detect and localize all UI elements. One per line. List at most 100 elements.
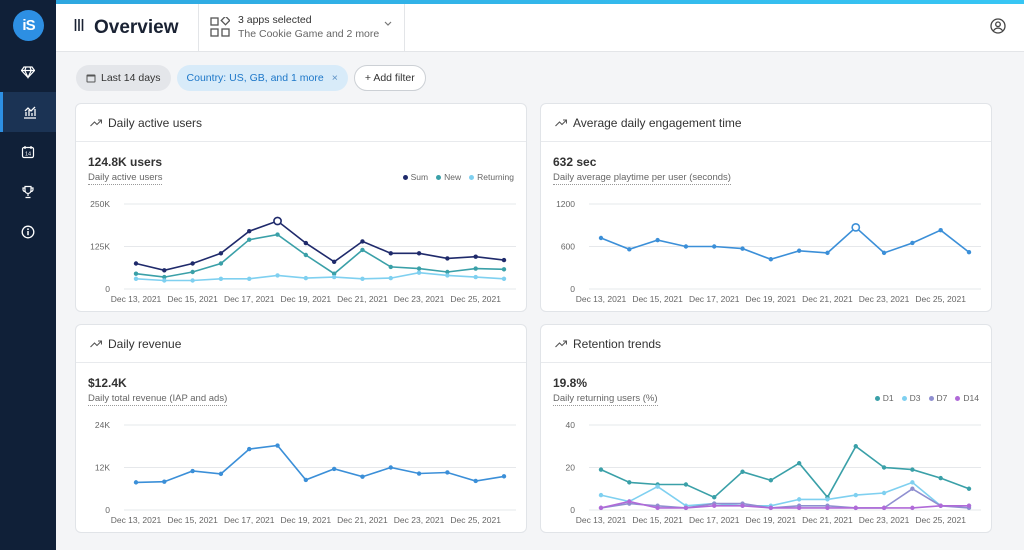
data-point <box>218 276 224 281</box>
apps-grid-icon <box>210 17 230 37</box>
legend-label: D3 <box>909 393 921 403</box>
data-point <box>218 471 224 477</box>
card-title: Daily active users <box>108 115 203 130</box>
data-point <box>740 246 745 251</box>
legend-dot <box>928 395 934 401</box>
data-point <box>501 276 507 281</box>
legend-dot <box>874 395 880 401</box>
header-divider <box>198 4 199 51</box>
x-tick-label: Dec 19, 2021 <box>746 515 797 525</box>
legend-item[interactable]: Sum <box>402 172 428 182</box>
legend-item[interactable]: D14 <box>955 393 979 403</box>
metric-value: 632 sec <box>553 155 597 169</box>
data-point <box>910 486 915 491</box>
data-point <box>966 503 972 508</box>
data-point <box>133 480 139 485</box>
highlighted-point <box>273 216 282 226</box>
data-point <box>445 256 450 261</box>
y-tick-label: 0 <box>570 505 575 515</box>
x-tick-label: Dec 17, 2021 <box>224 515 275 525</box>
y-tick-label: 24K <box>95 420 110 430</box>
y-tick-label: 250K <box>90 199 110 209</box>
x-tick-label: Dec 21, 2021 <box>337 294 388 304</box>
x-tick-label: Dec 19, 2021 <box>281 294 332 304</box>
x-tick-label: Dec 21, 2021 <box>337 515 388 525</box>
data-point <box>360 239 365 244</box>
data-point <box>473 254 478 259</box>
sidebar-item-calendar[interactable]: 14 <box>0 132 56 172</box>
info-icon <box>21 225 35 239</box>
remove-filter-icon[interactable]: × <box>331 72 338 84</box>
x-tick-label: Dec 13, 2021 <box>576 294 627 304</box>
legend-label: New <box>444 172 462 182</box>
x-tick-label: Dec 25, 2021 <box>915 294 966 304</box>
data-point <box>162 268 167 273</box>
chevron-down-icon <box>384 21 392 26</box>
data-point <box>598 235 604 241</box>
data-point <box>683 482 689 487</box>
card-header: Retention trends <box>541 325 991 363</box>
series-line <box>135 220 505 272</box>
legend-item[interactable]: Returning <box>469 172 514 182</box>
card-title: Daily revenue <box>108 336 182 351</box>
legend-label: Returning <box>477 172 514 182</box>
x-tick-label: Dec 15, 2021 <box>167 294 218 304</box>
x-tick-label: Dec 15, 2021 <box>632 515 683 525</box>
sidebar-item-info[interactable] <box>0 212 56 252</box>
legend-item[interactable]: D3 <box>901 393 921 403</box>
data-point <box>360 474 365 479</box>
x-tick-label: Dec 23, 2021 <box>394 294 445 304</box>
data-point <box>445 470 450 475</box>
sidebar-item-diamond[interactable] <box>0 52 56 92</box>
series-line <box>135 271 505 282</box>
calendar-icon <box>86 74 96 83</box>
data-point <box>190 468 195 474</box>
series-line <box>600 500 969 509</box>
data-point <box>247 446 252 452</box>
data-point <box>768 478 774 483</box>
card-retention-trends: Retention trends 19.8% Daily returning u… <box>540 324 992 533</box>
data-point <box>768 505 774 511</box>
legend-item[interactable]: D1 <box>874 393 894 403</box>
sidebar-item-trophy[interactable] <box>0 172 56 212</box>
card-title: Average daily engagement time <box>573 115 742 130</box>
sidebar-item-analytics[interactable] <box>0 92 56 132</box>
chart-icon <box>23 106 36 119</box>
date-range-label: Last 14 days <box>101 72 161 84</box>
series-line <box>600 481 969 507</box>
data-point <box>910 240 915 246</box>
highlighted-point <box>851 222 861 232</box>
x-tick-label: Dec 13, 2021 <box>576 515 627 525</box>
user-account-icon[interactable] <box>990 18 1006 34</box>
series-line <box>600 487 970 509</box>
header-divider <box>404 4 405 51</box>
trend-icon <box>90 339 102 347</box>
data-point <box>388 251 393 256</box>
data-point <box>881 250 887 256</box>
add-filter-button[interactable]: + Add filter <box>353 65 426 91</box>
y-tick-label: 600 <box>561 242 575 252</box>
app-selector[interactable]: 3 apps selected The Cookie Game and 2 mo… <box>198 4 404 52</box>
legend-item[interactable]: D7 <box>928 393 948 403</box>
app-logo[interactable]: iS <box>13 10 44 41</box>
legend-item[interactable]: New <box>436 172 461 182</box>
data-point <box>881 505 887 511</box>
x-tick-label: Dec 23, 2021 <box>859 515 910 525</box>
country-filter-label: Country: US, GB, and 1 more <box>186 72 324 84</box>
x-tick-label: Dec 25, 2021 <box>915 515 966 525</box>
chart-legend: Sum New Returning <box>402 172 514 182</box>
trend-icon <box>90 118 102 126</box>
x-tick-label: Dec 13, 2021 <box>111 294 162 304</box>
x-tick-label: Dec 17, 2021 <box>689 294 740 304</box>
metric-value: $12.4K <box>88 376 127 390</box>
menu-icon[interactable] <box>74 18 84 32</box>
data-point <box>712 244 717 249</box>
legend-label: D7 <box>936 393 948 403</box>
date-range-filter[interactable]: Last 14 days <box>76 65 171 91</box>
card-header: Average daily engagement time <box>541 104 991 142</box>
x-tick-label: Dec 25, 2021 <box>450 515 501 525</box>
country-filter[interactable]: Country: US, GB, and 1 more × <box>176 65 348 91</box>
data-point <box>303 240 309 246</box>
